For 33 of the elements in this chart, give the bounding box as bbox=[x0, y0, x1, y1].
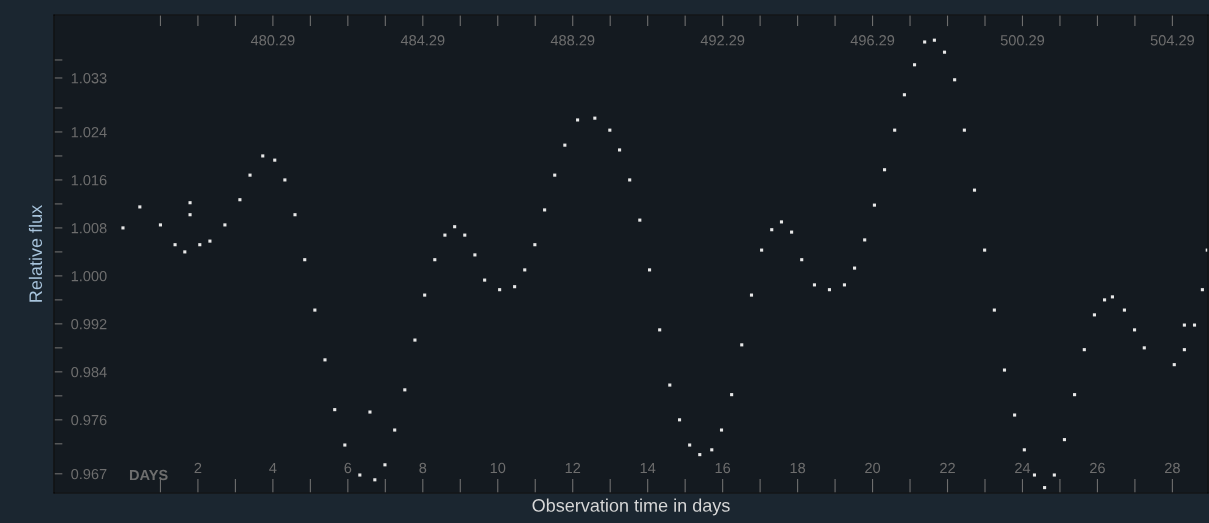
annotation: DAYS bbox=[129, 469, 168, 481]
x-tick-label: 4 bbox=[269, 462, 277, 474]
y-tick-label: 0.967 bbox=[71, 468, 107, 480]
x-tick-label: 24 bbox=[1015, 462, 1031, 474]
x-tick-label: 14 bbox=[640, 462, 656, 474]
y-tick-label: 1.008 bbox=[71, 223, 107, 234]
y-tick-label: 0.984 bbox=[71, 366, 107, 378]
y-axis-title: Relative flux bbox=[28, 205, 43, 302]
y-tick-label: 1.033 bbox=[71, 73, 107, 84]
y-tick-label: 1.016 bbox=[71, 175, 107, 186]
x-tick-label: 18 bbox=[790, 462, 806, 474]
x-tick-label: 6 bbox=[344, 462, 352, 474]
x-tick-label: 22 bbox=[940, 462, 955, 474]
x-tick-label: 10 bbox=[490, 462, 506, 474]
x2-tick-label: 492.29 bbox=[700, 35, 745, 46]
x2-tick-label: 480.29 bbox=[250, 35, 295, 46]
y-tick-label: 1.000 bbox=[71, 270, 107, 282]
x-tick-label: 26 bbox=[1090, 462, 1105, 474]
x-tick-label: 28 bbox=[1165, 462, 1180, 474]
x-tick-label: 20 bbox=[865, 462, 881, 474]
x2-tick-label: 488.29 bbox=[550, 35, 595, 46]
y-tick-label: 1.024 bbox=[71, 127, 107, 138]
x-tick-label: 2 bbox=[194, 462, 202, 474]
x2-tick-label: 504.29 bbox=[1150, 35, 1195, 46]
x2-tick-label: 496.29 bbox=[850, 35, 895, 46]
x-tick-label: 16 bbox=[715, 462, 731, 474]
x-tick-label: 12 bbox=[565, 462, 581, 474]
x2-tick-label: 484.29 bbox=[400, 35, 445, 46]
x-axis-title: Observation time in days bbox=[532, 498, 730, 516]
y-tick-label: 0.992 bbox=[71, 318, 107, 330]
y-tick-label: 0.976 bbox=[71, 414, 107, 426]
x2-tick-label: 500.29 bbox=[1000, 35, 1045, 46]
x-tick-label: 8 bbox=[419, 462, 427, 474]
